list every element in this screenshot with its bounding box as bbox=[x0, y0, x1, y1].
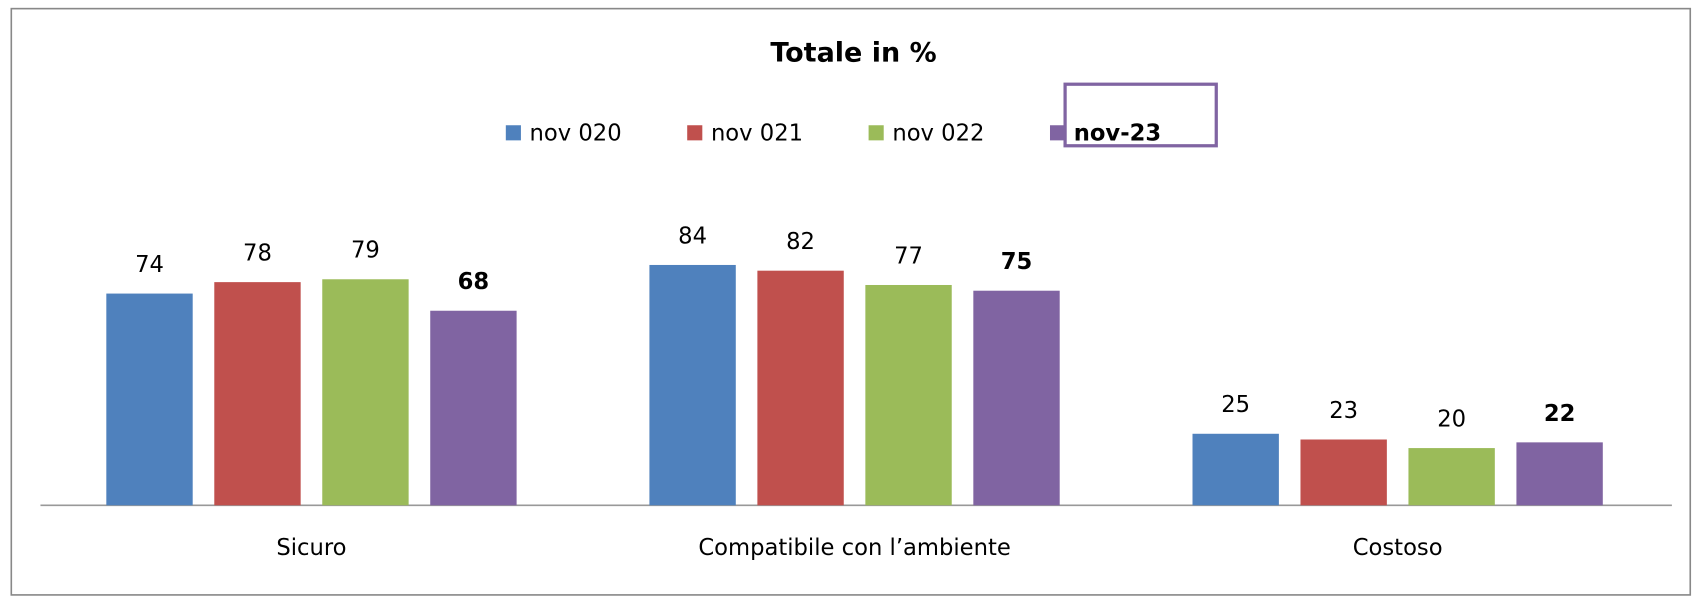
bar bbox=[1300, 439, 1387, 506]
legend-highlight bbox=[1063, 82, 1218, 148]
data-label: 68 bbox=[458, 269, 490, 295]
data-label: 78 bbox=[243, 241, 272, 267]
bar bbox=[322, 279, 409, 506]
bar bbox=[1192, 433, 1279, 506]
x-tick-label: Costoso bbox=[1353, 535, 1443, 561]
bar bbox=[973, 290, 1060, 506]
x-tick-label: Sicuro bbox=[276, 535, 346, 561]
bar bbox=[430, 310, 517, 506]
data-label: 25 bbox=[1221, 392, 1250, 418]
legend-swatch bbox=[687, 125, 703, 141]
chart-title: Totale in % bbox=[770, 37, 936, 68]
legend-label: nov 022 bbox=[892, 120, 984, 146]
legend-swatch bbox=[505, 125, 521, 141]
bar bbox=[214, 282, 301, 506]
bar bbox=[649, 264, 736, 506]
bar bbox=[865, 284, 952, 506]
bar bbox=[757, 270, 844, 506]
bar bbox=[1408, 448, 1495, 506]
bar bbox=[1516, 442, 1603, 506]
data-label: 22 bbox=[1544, 401, 1576, 427]
data-label: 77 bbox=[894, 243, 923, 269]
data-label: 82 bbox=[786, 229, 815, 255]
x-tick-label: Compatibile con l’ambiente bbox=[698, 535, 1010, 561]
data-label: 79 bbox=[351, 238, 380, 264]
data-label: 84 bbox=[678, 223, 707, 249]
data-label: 20 bbox=[1437, 407, 1466, 433]
bar bbox=[106, 293, 193, 506]
data-label: 74 bbox=[135, 252, 164, 278]
legend-label: nov-23 bbox=[1074, 120, 1161, 146]
legend-swatch bbox=[1049, 125, 1066, 141]
legend-label: nov 021 bbox=[711, 120, 803, 146]
legend-label: nov 020 bbox=[530, 120, 622, 146]
legend-swatch bbox=[868, 125, 884, 141]
data-label: 23 bbox=[1329, 398, 1358, 424]
data-label: 75 bbox=[1001, 249, 1033, 275]
